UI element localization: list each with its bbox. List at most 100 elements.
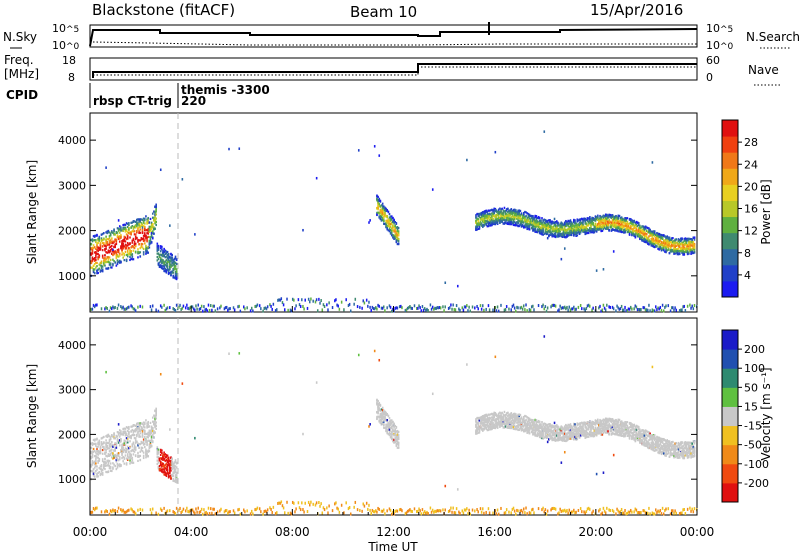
freq-unit-label: [MHz]: [4, 67, 39, 81]
power-point: [392, 226, 394, 229]
power-point: [688, 251, 690, 254]
power-point: [548, 222, 550, 225]
power-point: [486, 214, 489, 217]
velocity-point: [120, 430, 122, 433]
power-point: [541, 224, 543, 228]
power-point: [464, 305, 467, 309]
velocity-point: [104, 452, 106, 456]
power-point: [667, 246, 670, 249]
velocity-point: [155, 410, 157, 413]
power-point: [500, 208, 502, 211]
power-point: [394, 233, 396, 236]
power-point: [554, 224, 557, 227]
power-point: [684, 248, 687, 251]
power-point: [371, 305, 374, 309]
power-point: [515, 214, 517, 217]
power-point: [667, 304, 670, 308]
power-point: [494, 223, 497, 226]
power-point: [494, 306, 497, 310]
power-point: [577, 305, 580, 309]
velocity-point: [126, 454, 129, 458]
power-point: [503, 219, 506, 222]
velocity-point: [151, 429, 154, 433]
power-point: [120, 235, 122, 239]
power-point: [315, 298, 318, 302]
power-point: [120, 260, 122, 264]
power-point: [492, 213, 494, 216]
power-point: [573, 230, 575, 233]
power-point: [381, 207, 384, 210]
power-point: [237, 305, 239, 309]
power-point: [154, 205, 156, 208]
velocity-point: [122, 508, 124, 512]
power-point: [126, 253, 129, 257]
power-point: [692, 307, 695, 311]
power-point: [98, 248, 101, 251]
velocity-point: [157, 461, 160, 464]
velocity-point: [158, 468, 161, 471]
power-point: [639, 308, 641, 312]
power-point: [390, 234, 393, 237]
power-point: [542, 229, 544, 232]
power-point: [535, 217, 538, 220]
power-point: [483, 217, 485, 220]
power-point: [125, 253, 128, 257]
velocity-point: [165, 472, 168, 475]
power-point: [587, 222, 590, 226]
power-point: [478, 222, 481, 225]
nave-label: Nave: [748, 63, 779, 77]
power-point: [543, 130, 546, 133]
velocity-point: [110, 451, 113, 454]
velocity-point: [121, 457, 123, 460]
velocity-point: [138, 446, 140, 450]
power-point: [169, 256, 171, 259]
power-point: [674, 241, 676, 244]
power-point: [611, 220, 614, 223]
velocity-point: [148, 439, 151, 442]
power-point: [649, 228, 651, 231]
power-point: [619, 307, 622, 311]
power-point: [286, 297, 288, 301]
power-point: [596, 225, 599, 228]
power-point: [105, 235, 107, 238]
velocity-point: [170, 456, 172, 459]
power-point: [669, 309, 672, 313]
power-point: [658, 234, 661, 237]
power-point: [166, 253, 169, 256]
power-point: [645, 239, 648, 242]
power-point: [624, 218, 626, 221]
power-point: [126, 222, 129, 225]
power-point: [659, 245, 662, 248]
power-point: [110, 240, 113, 243]
velocity-point: [208, 512, 211, 516]
power-point: [491, 212, 493, 215]
velocity-point: [93, 438, 96, 441]
power-point: [93, 271, 96, 275]
velocity-point: [210, 507, 212, 511]
power-point: [156, 242, 159, 245]
velocity-point: [107, 464, 110, 467]
power-point: [686, 304, 689, 308]
power-point: [555, 220, 558, 223]
power-point: [633, 233, 635, 236]
power-point: [527, 226, 530, 229]
power-point: [536, 221, 539, 224]
power-point: [105, 267, 107, 270]
power-point: [665, 246, 667, 249]
power-point: [585, 222, 588, 225]
power-point: [508, 212, 510, 215]
power-point: [617, 216, 620, 219]
power-point: [150, 232, 153, 235]
power-point: [680, 250, 682, 253]
velocity-point: [138, 429, 140, 433]
velocity-point: [101, 458, 104, 461]
power-point: [484, 214, 486, 218]
power-point: [626, 228, 629, 231]
power-point: [151, 212, 154, 215]
velocity-panel-frame: [89, 317, 698, 516]
power-point: [389, 231, 392, 234]
velocity-point: [139, 422, 142, 425]
power-point: [389, 217, 392, 220]
power-point: [145, 237, 147, 240]
power-point: [559, 222, 562, 225]
